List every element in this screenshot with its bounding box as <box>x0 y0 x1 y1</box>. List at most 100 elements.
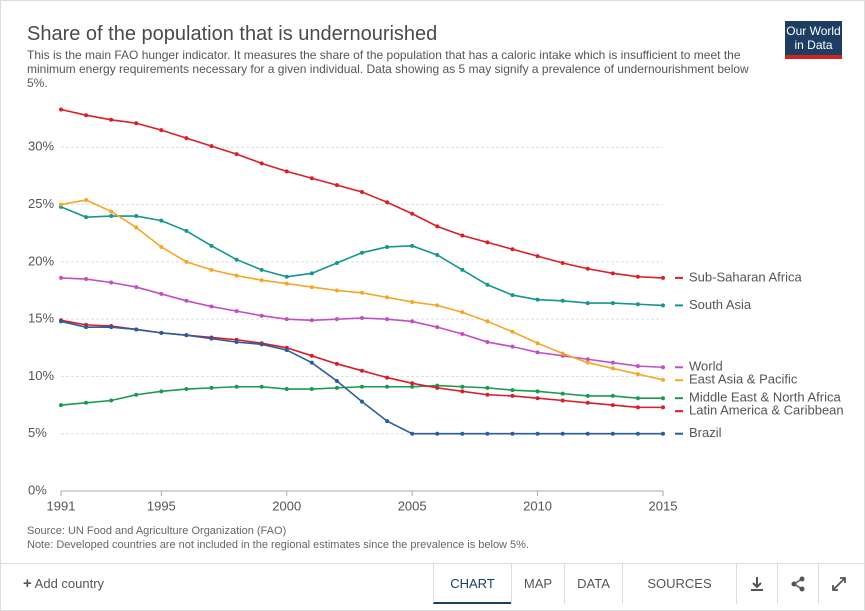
x-tick-label: 2010 <box>523 498 552 513</box>
logo[interactable]: Our World in Data <box>785 21 842 59</box>
data-point <box>460 389 465 394</box>
data-point <box>309 176 314 181</box>
data-point <box>209 304 214 309</box>
data-point <box>585 393 590 398</box>
tab[interactable]: CHART <box>433 564 511 604</box>
data-point <box>410 319 415 324</box>
data-point <box>510 344 515 349</box>
data-point <box>410 431 415 436</box>
data-point <box>510 431 515 436</box>
data-point <box>510 388 515 393</box>
chart-title: Share of the population that is undernou… <box>27 23 438 45</box>
data-point <box>385 384 390 389</box>
data-point <box>84 197 89 202</box>
data-point <box>334 183 339 188</box>
data-point <box>284 317 289 322</box>
data-point <box>360 290 364 295</box>
data-point <box>234 273 239 278</box>
y-tick-label: 30% <box>28 139 54 154</box>
data-point <box>635 302 640 307</box>
data-point <box>109 214 114 219</box>
download-icon <box>751 577 763 591</box>
data-point <box>284 348 289 353</box>
data-point <box>134 121 139 126</box>
download-button[interactable] <box>736 564 777 604</box>
data-point <box>435 252 440 257</box>
data-point <box>84 400 89 405</box>
data-point <box>334 385 339 390</box>
series-line <box>60 199 664 381</box>
data-point <box>59 275 63 280</box>
data-point <box>635 364 640 369</box>
expand-icon <box>832 577 846 591</box>
data-point <box>485 340 490 345</box>
data-point <box>109 117 114 122</box>
x-tick-label: 2000 <box>272 498 301 513</box>
share-icon <box>791 576 805 592</box>
data-point <box>134 392 139 397</box>
data-point <box>585 400 590 405</box>
data-point <box>259 267 264 272</box>
data-point <box>134 327 139 332</box>
share-button[interactable] <box>777 564 818 604</box>
data-point <box>334 317 339 322</box>
chart-subtitle: This is the main FAO hunger indicator. I… <box>27 48 749 90</box>
data-point <box>159 330 164 335</box>
data-point <box>259 342 264 347</box>
data-point <box>635 396 640 401</box>
data-point <box>485 431 490 436</box>
data-point <box>159 291 164 296</box>
data-point <box>560 261 565 266</box>
data-point <box>560 298 565 303</box>
data-point <box>585 360 590 365</box>
data-point <box>109 209 114 214</box>
data-point <box>510 247 515 252</box>
data-point <box>460 431 465 436</box>
data-point <box>460 310 465 315</box>
x-tick-label: 2015 <box>649 498 678 513</box>
data-point <box>460 267 465 272</box>
data-point <box>284 387 289 392</box>
data-point <box>661 303 665 308</box>
data-point <box>560 398 565 403</box>
data-point <box>334 261 339 266</box>
data-point <box>610 393 615 398</box>
data-point <box>209 336 214 341</box>
data-point <box>234 309 239 314</box>
data-point <box>661 405 665 410</box>
data-point <box>284 274 289 279</box>
data-point <box>209 267 214 272</box>
data-point <box>585 357 590 362</box>
data-point <box>610 301 615 306</box>
data-point <box>184 333 189 338</box>
tab[interactable]: DATA <box>564 564 622 604</box>
data-point <box>109 325 114 330</box>
data-point <box>435 325 440 330</box>
data-point <box>184 298 189 303</box>
data-point <box>259 161 264 166</box>
expand-button[interactable] <box>818 564 859 604</box>
tab[interactable]: SOURCES <box>622 564 737 604</box>
data-point <box>435 224 440 229</box>
data-point <box>435 431 440 436</box>
data-point <box>234 340 239 345</box>
data-point <box>635 405 640 410</box>
data-point <box>209 385 214 390</box>
tab[interactable]: MAP <box>511 564 564 604</box>
data-point <box>485 392 490 397</box>
data-point <box>360 399 364 404</box>
data-point <box>560 391 565 396</box>
add-country[interactable]: + Add country <box>23 564 104 604</box>
data-point <box>259 313 264 318</box>
control-bar: + Add country CHART MAP DATA SOURCES <box>1 563 864 606</box>
data-point <box>460 384 465 389</box>
data-point <box>159 244 164 249</box>
data-point <box>385 244 390 249</box>
data-point <box>485 240 490 245</box>
data-point <box>209 243 214 248</box>
data-point <box>84 113 89 118</box>
data-point <box>460 233 465 238</box>
data-point <box>560 431 565 436</box>
data-point <box>610 271 615 276</box>
